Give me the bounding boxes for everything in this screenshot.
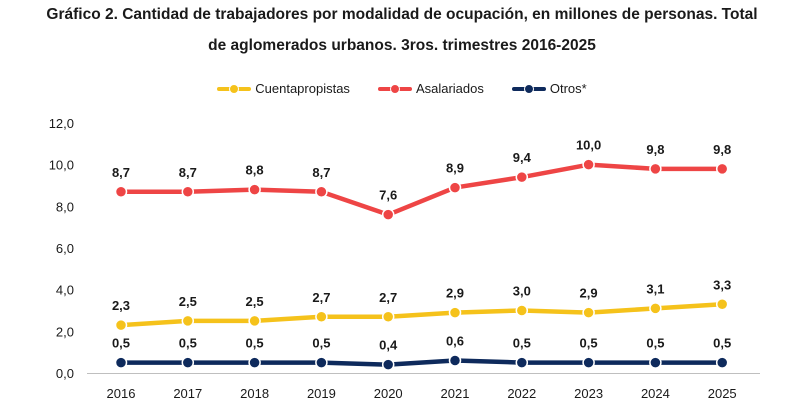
data-label: 3,1 [646, 281, 664, 296]
data-label: 8,7 [179, 165, 197, 180]
data-label: 0,5 [312, 336, 330, 351]
x-tick-label: 2019 [307, 386, 336, 401]
chart-title-line-2: de aglomerados urbanos. 3ros. trimestres… [208, 37, 596, 54]
data-label: 8,7 [112, 165, 130, 180]
data-label: 9,4 [513, 150, 532, 165]
data-label: 3,0 [513, 284, 531, 299]
data-point [649, 356, 662, 369]
data-label: 2,5 [246, 294, 264, 309]
data-point [715, 356, 729, 369]
data-label: 8,8 [246, 163, 264, 178]
legend-label-cuentapropistas: Cuentapropistas [255, 81, 350, 96]
series-line-0 [118, 302, 725, 328]
data-label: 2,3 [112, 298, 130, 313]
data-label: 0,6 [446, 334, 464, 349]
data-point [381, 358, 395, 371]
data-point [381, 208, 395, 221]
legend-label-asalariados: Asalariados [415, 81, 484, 96]
y-tick-label: 4,0 [56, 283, 74, 298]
legend-label-otros: Otros* [549, 81, 587, 96]
data-point [649, 302, 662, 315]
data-point [515, 170, 529, 184]
y-tick-label: 0,0 [56, 366, 74, 381]
chart-title-line-1: Gráfico 2. Cantidad de trabajadores por … [46, 6, 758, 23]
data-label: 3,3 [713, 277, 731, 292]
legend-swatch-otros [511, 83, 546, 94]
data-label: 7,6 [379, 188, 397, 203]
data-label: 0,5 [112, 336, 130, 351]
data-point [515, 304, 529, 317]
data-label: 0,5 [179, 336, 197, 351]
y-tick-label: 2,0 [56, 324, 74, 339]
x-tick-label: 2017 [173, 386, 202, 401]
data-point [582, 306, 595, 319]
data-label: 0,5 [646, 336, 664, 351]
x-tick-label: 2022 [507, 386, 536, 401]
data-point [715, 298, 729, 311]
data-label: 2,9 [446, 286, 464, 301]
x-tick-label: 2024 [641, 386, 670, 401]
x-tick-label: 2025 [708, 386, 737, 401]
data-point [448, 354, 462, 367]
data-point [582, 158, 595, 171]
legend-swatch-asalariados [377, 83, 412, 94]
data-point [448, 181, 462, 194]
data-point [448, 306, 462, 319]
data-point [315, 310, 328, 323]
data-point [248, 356, 261, 369]
legend-swatch-cuentapropistas [217, 83, 252, 94]
data-point [181, 185, 195, 198]
data-label: 0,5 [513, 336, 531, 351]
data-point [315, 356, 328, 369]
data-label: 9,8 [646, 142, 664, 157]
data-label: 2,5 [179, 294, 197, 309]
data-label: 0,5 [246, 336, 264, 351]
data-label: 9,8 [713, 142, 731, 157]
y-tick-label: 8,0 [56, 199, 74, 214]
data-point [248, 183, 261, 196]
x-tick-label: 2018 [240, 386, 269, 401]
data-label: 2,9 [580, 286, 598, 301]
data-label: 2,7 [379, 290, 397, 305]
x-tick-label: 2023 [574, 386, 603, 401]
data-point [114, 185, 128, 198]
data-point [381, 310, 395, 323]
data-point [649, 162, 662, 176]
data-label: 8,7 [312, 165, 330, 180]
data-label: 8,9 [446, 161, 464, 176]
legend: Cuentapropistas Asalariados Otros* [0, 81, 804, 96]
data-point [181, 314, 195, 328]
legend-item-otros: Otros* [511, 81, 587, 96]
data-point [114, 356, 128, 369]
data-point [181, 356, 195, 369]
data-point [248, 314, 261, 328]
data-label: 0,5 [580, 336, 598, 351]
data-label: 10,0 [576, 138, 601, 153]
series-line-2 [118, 358, 725, 367]
x-tick-label: 2020 [374, 386, 403, 401]
data-label: 2,7 [312, 290, 330, 305]
data-point [114, 318, 128, 332]
series-line-1 [118, 162, 725, 217]
data-point [315, 185, 328, 198]
y-tick-label: 6,0 [56, 241, 74, 256]
data-point [715, 162, 729, 176]
data-point [582, 356, 595, 369]
x-tick-label: 2021 [441, 386, 470, 401]
y-tick-label: 12,0 [49, 116, 74, 131]
legend-item-asalariados: Asalariados [377, 81, 484, 96]
y-tick-label: 10,0 [49, 158, 74, 173]
data-label: 0,5 [713, 336, 731, 351]
legend-item-cuentapropistas: Cuentapropistas [217, 81, 350, 96]
data-label: 0,4 [379, 338, 398, 353]
data-point [515, 356, 529, 369]
x-tick-label: 2016 [107, 386, 136, 401]
